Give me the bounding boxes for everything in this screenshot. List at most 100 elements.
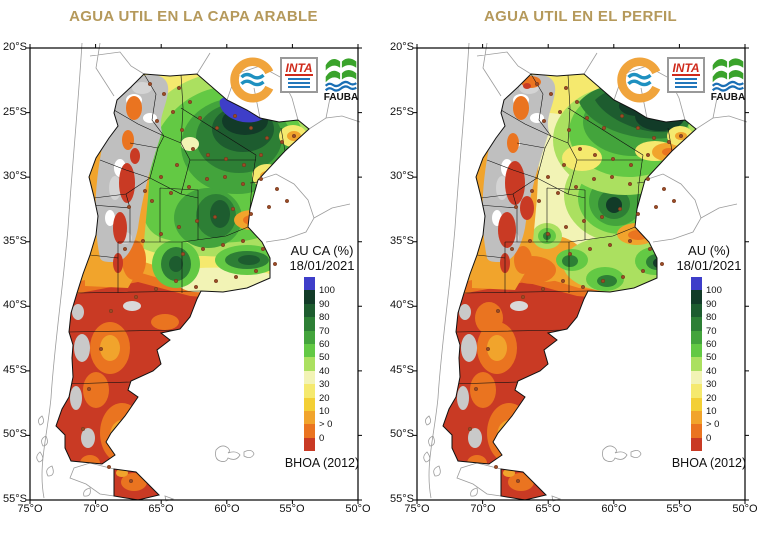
colorbar-label: 70: [706, 325, 717, 337]
colorbar-legend: AU CA (%) 18/01/2021 100 90 80 70 60 50 …: [278, 243, 366, 470]
axis-tick-label: 75°O: [404, 503, 430, 515]
fauba-logo-label: FAUBA: [710, 92, 746, 103]
axis-tick-label: 50°S: [3, 428, 27, 440]
bhoa-climate-logo-icon: [617, 57, 661, 103]
inta-logo-lines-icon: [675, 76, 697, 88]
axis-tick-label: 20°S: [390, 41, 414, 53]
colorbar-label: 70: [319, 325, 330, 337]
axis-tick-label: 50°O: [345, 503, 371, 515]
colorbar-label: 0: [706, 432, 712, 444]
axis-tick-label: 65°O: [535, 503, 561, 515]
axis-tick-label: 30°S: [390, 170, 414, 182]
axis-tick-label: 55°O: [279, 503, 305, 515]
colorbar-label: 30: [319, 379, 330, 391]
colorbar-label: 60: [706, 338, 717, 350]
colorbar-cell: 40: [304, 366, 330, 385]
axis-tick-label: 40°S: [390, 299, 414, 311]
page-title: AGUA UTIL EN LA CAPA ARABLE: [69, 8, 318, 25]
colorbar-cell: 60: [304, 339, 330, 358]
axis-tick-label: 50°O: [732, 503, 758, 515]
colorbar-cell: 40: [691, 366, 717, 385]
colorbar-cell: 10: [691, 406, 717, 425]
logos: INTA FAUBA: [617, 57, 747, 103]
colorbar-label: 100: [706, 285, 722, 297]
legend-title: AU (%): [688, 243, 730, 258]
axis-tick-label: 50°S: [390, 428, 414, 440]
colorbar-label: 30: [706, 379, 717, 391]
inta-logo: INTA: [667, 57, 705, 93]
colorbar-cell: 20: [691, 393, 717, 411]
axis-tick-label: 75°O: [17, 503, 43, 515]
axis-tick-label: 65°O: [148, 503, 174, 515]
axis-tick-label: 25°S: [390, 106, 414, 118]
colorbar-label: 40: [319, 365, 330, 377]
colorbar-label: 80: [319, 312, 330, 324]
legend-date: 18/01/2021: [289, 258, 355, 273]
axis-tick-label: 35°S: [3, 235, 27, 247]
axis-tick-label: 25°S: [3, 106, 27, 118]
axis-tick-label: 35°S: [390, 235, 414, 247]
colorbar: 100 90 80 70 60 50 40 30 20 10 > 0 0: [304, 277, 335, 452]
source-label: BHOA (2012): [284, 456, 360, 471]
colorbar-cell: 80: [304, 312, 330, 331]
panel-perfil: AGUA UTIL EN EL PERFIL: [387, 0, 774, 533]
colorbar-cell: 30: [304, 379, 330, 398]
inta-logo-label: INTA: [285, 61, 313, 76]
axis-tick-label: 55°O: [666, 503, 692, 515]
legend-date: 18/01/2021: [676, 258, 742, 273]
inta-logo-lines-icon: [288, 76, 310, 88]
colorbar-label: 50: [319, 352, 330, 364]
colorbar-label: 50: [706, 352, 717, 364]
map-argentina-capa-arable: [25, 43, 363, 505]
colorbar-cell: 90: [691, 299, 717, 318]
fauba-logo: FAUBA: [709, 57, 747, 103]
colorbar-cell: 0: [691, 433, 711, 452]
colorbar-cell: > 0: [304, 419, 332, 438]
axis-tick-label: 70°O: [470, 503, 496, 515]
panel-capa-arable: AGUA UTIL EN LA CAPA ARABLE: [3, 8, 371, 515]
source-label: BHOA (2012): [671, 456, 747, 471]
colorbar-label: 10: [319, 405, 330, 417]
colorbar-legend: AU (%) 18/01/2021 100 90 80 70 60 50 40 …: [665, 243, 753, 470]
colorbar-cell: 100: [304, 285, 335, 304]
colorbar-cell: 90: [304, 299, 330, 318]
colorbar: 100 90 80 70 60 50 40 30 20 10 > 0 0: [691, 277, 722, 452]
colorbar-cell: [691, 277, 702, 291]
colorbar-cell: 50: [691, 352, 717, 371]
colorbar-cell: > 0: [691, 419, 719, 438]
colorbar-cell: 10: [304, 406, 330, 425]
axis-tick-label: 45°S: [3, 364, 27, 376]
colorbar-cell: [304, 277, 315, 291]
colorbar-label: > 0: [706, 419, 720, 431]
colorbar-label: 20: [319, 392, 330, 404]
legend-title: AU CA (%): [290, 243, 354, 258]
colorbar-cell: 60: [691, 339, 717, 358]
colorbar-label: 0: [319, 432, 325, 444]
axis-tick-label: 45°S: [390, 364, 414, 376]
colorbar-cell: 30: [691, 379, 717, 398]
logos: INTA FAUBA: [230, 57, 360, 103]
colorbar-label: 20: [706, 392, 717, 404]
fauba-logo: FAUBA: [322, 57, 360, 103]
colorbar-label: 40: [706, 365, 717, 377]
colorbar-cell: 20: [304, 393, 330, 411]
colorbar-cell: 50: [304, 352, 330, 371]
colorbar-cell: 70: [304, 326, 330, 344]
axis-tick-label: 60°O: [601, 503, 627, 515]
colorbar-cell: 80: [691, 312, 717, 331]
colorbar-label: 100: [319, 285, 335, 297]
page-title: AGUA UTIL EN EL PERFIL: [483, 8, 677, 25]
axis-tick-label: 20°S: [3, 41, 27, 53]
colorbar-label: 90: [706, 298, 717, 310]
fauba-logo-icon: [324, 58, 357, 92]
fauba-logo-icon: [711, 58, 744, 92]
colorbar-cell: 100: [691, 285, 722, 304]
axis-tick-label: 40°S: [3, 299, 27, 311]
axis-tick-label: 55°S: [390, 493, 414, 505]
colorbar-label: 10: [706, 405, 717, 417]
inta-logo: INTA: [280, 57, 318, 93]
axis-tick-label: 30°S: [3, 170, 27, 182]
axis-tick-label: 60°O: [214, 503, 240, 515]
colorbar-label: 80: [706, 312, 717, 324]
